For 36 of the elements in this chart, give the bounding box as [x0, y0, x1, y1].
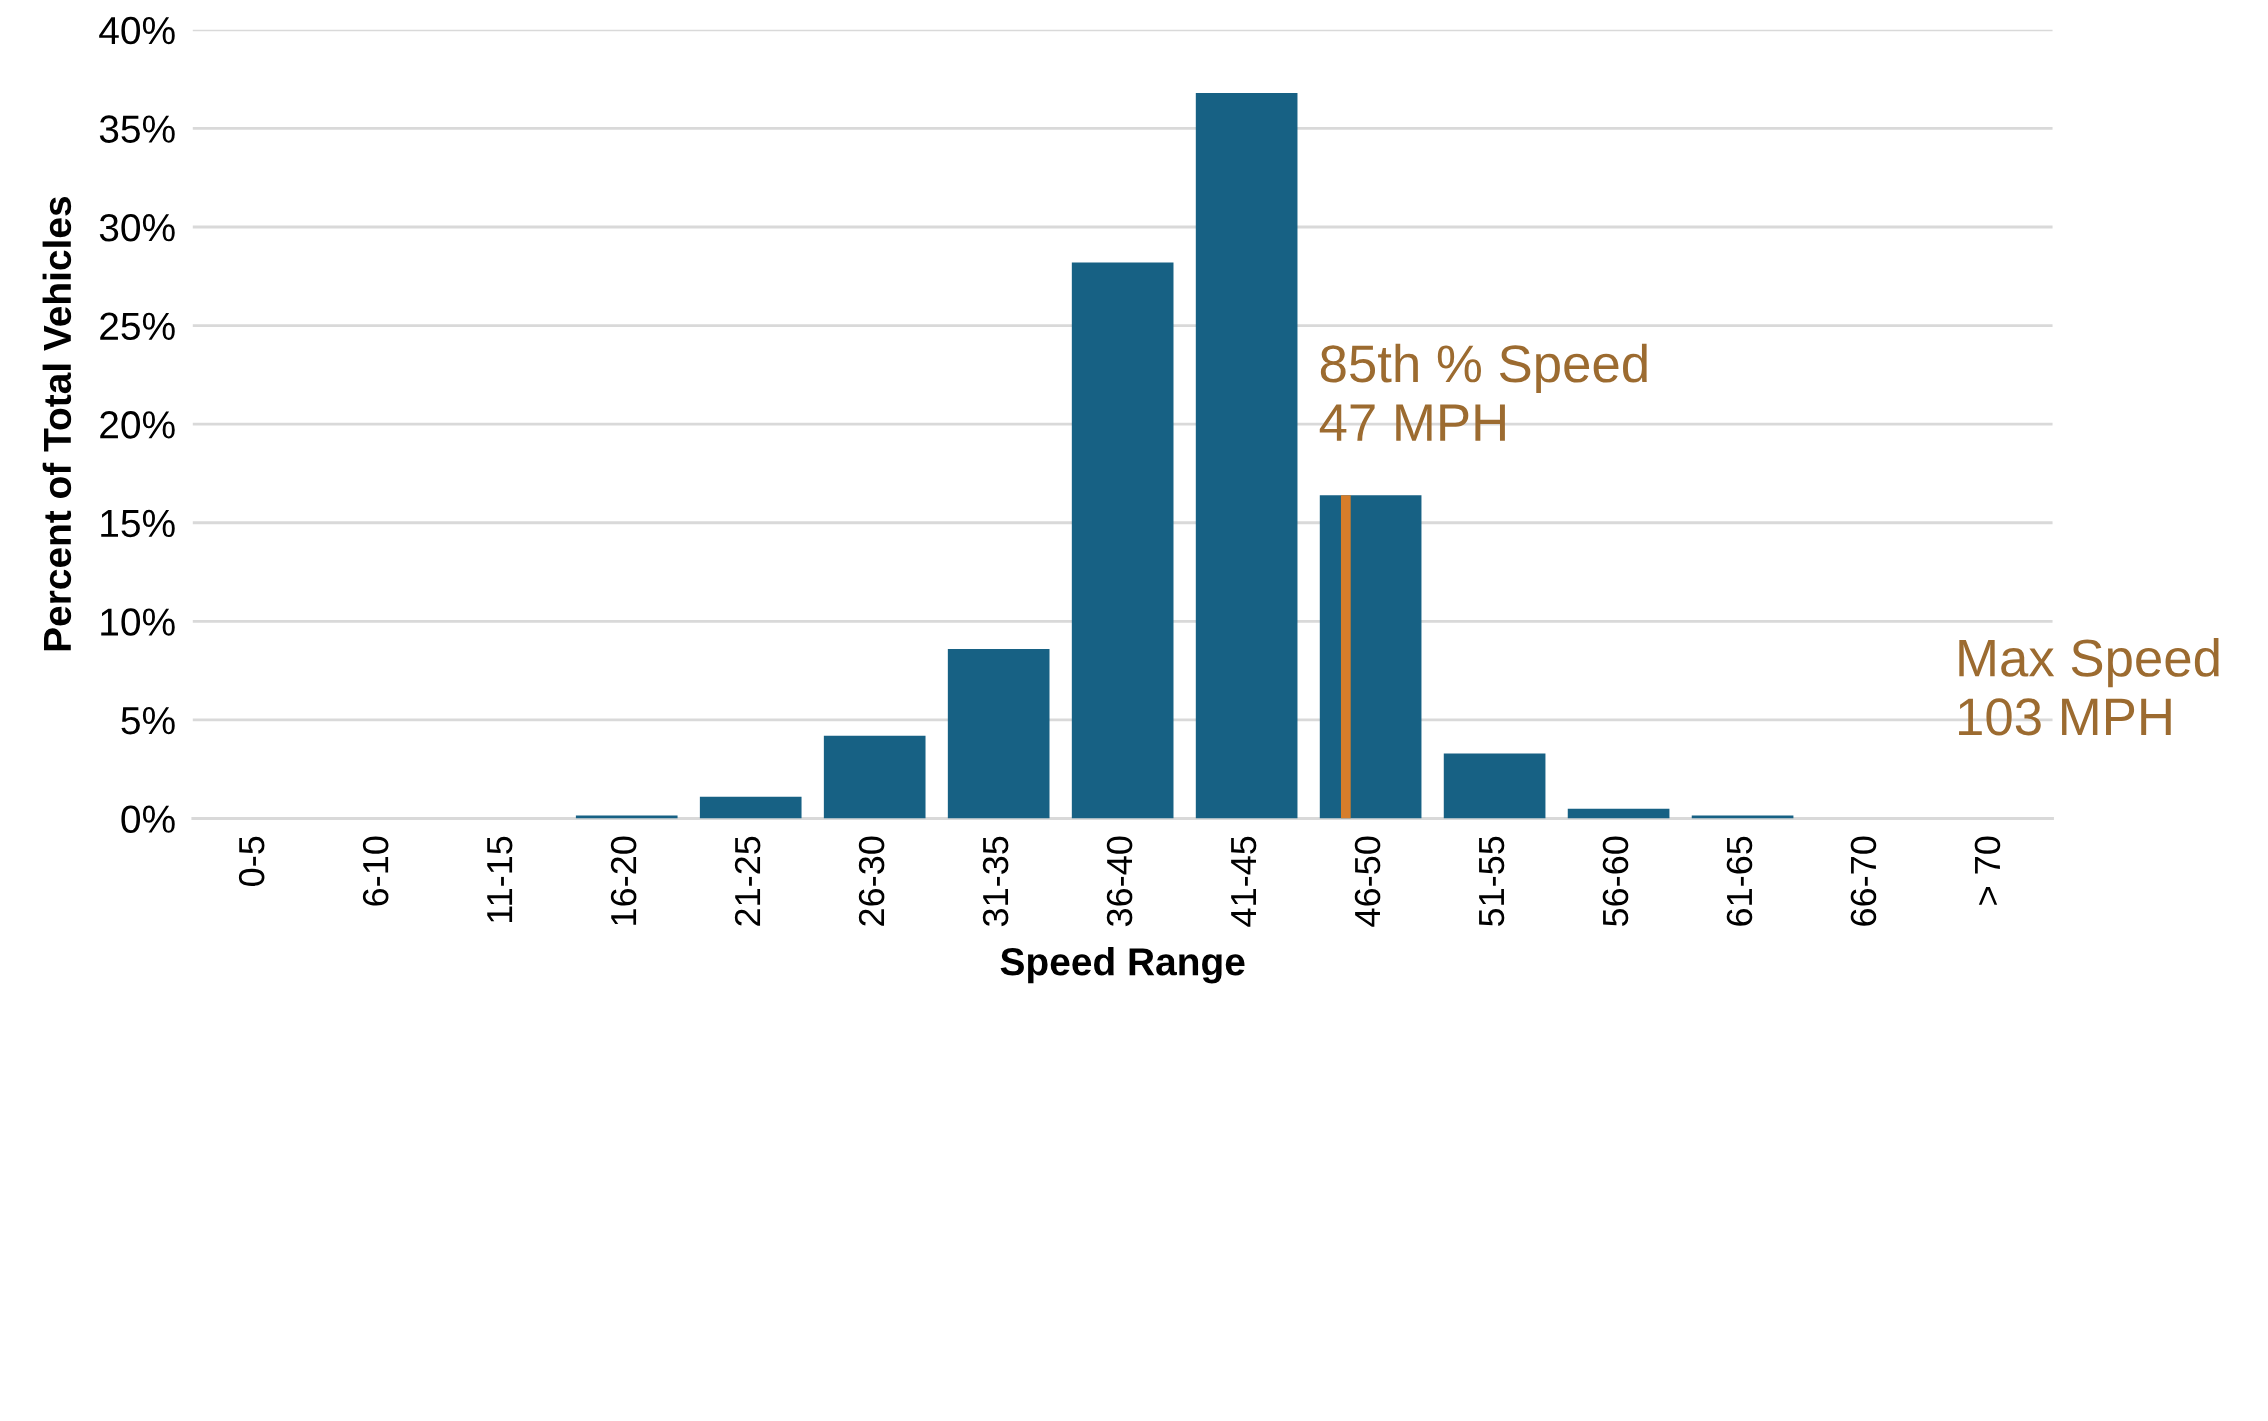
bar: [1319, 495, 1422, 819]
x-tick-label: 61-65: [1726, 836, 1753, 926]
x-tick-label: 56-60: [1602, 836, 1629, 927]
ref-line-label: 85th % Speed 47 MPH: [1319, 343, 1647, 441]
bar: [1443, 753, 1546, 819]
x-tick-label: 51-55: [1479, 836, 1505, 927]
annotation: Max Speed 103 MPH: [1959, 638, 2219, 736]
y-axis-title: Percent of Total Vehicles: [42, 197, 72, 651]
y-tick-label: 10%: [101, 608, 175, 636]
x-tick-label: 36-40: [1106, 836, 1133, 927]
y-tick-label: 20%: [100, 411, 175, 439]
y-tick-label: 35%: [99, 115, 175, 143]
bar: [823, 735, 926, 819]
y-tick-label: 40%: [99, 16, 175, 45]
x-tick-label: 46-50: [1354, 836, 1381, 927]
y-tick-label: 0%: [121, 805, 175, 833]
bar: [699, 796, 802, 819]
bar: [1567, 808, 1670, 819]
bar: [1071, 262, 1174, 819]
x-tick-label: 26-30: [858, 836, 885, 926]
x-tick-label: 21-25: [734, 836, 761, 926]
y-tick-label: 5%: [121, 707, 175, 735]
x-tick-label: 0-5: [238, 836, 265, 886]
x-axis-title: Speed Range: [1000, 946, 1245, 984]
bar: [947, 648, 1050, 819]
x-tick-label: 6-10: [362, 836, 389, 906]
x-tick-label: > 70: [1974, 836, 2001, 905]
x-tick-label: 31-35: [982, 836, 1009, 927]
bar: [1195, 92, 1298, 819]
y-tick-label: 25%: [100, 312, 175, 341]
x-tick-label: 11-15: [487, 836, 513, 923]
y-tick-label: 30%: [99, 213, 175, 242]
x-tick-label: 66-70: [1850, 836, 1877, 926]
x-tick-label: 41-45: [1231, 836, 1257, 927]
y-tick-label: 15%: [101, 509, 175, 538]
x-tick-label: 16-20: [610, 836, 637, 925]
